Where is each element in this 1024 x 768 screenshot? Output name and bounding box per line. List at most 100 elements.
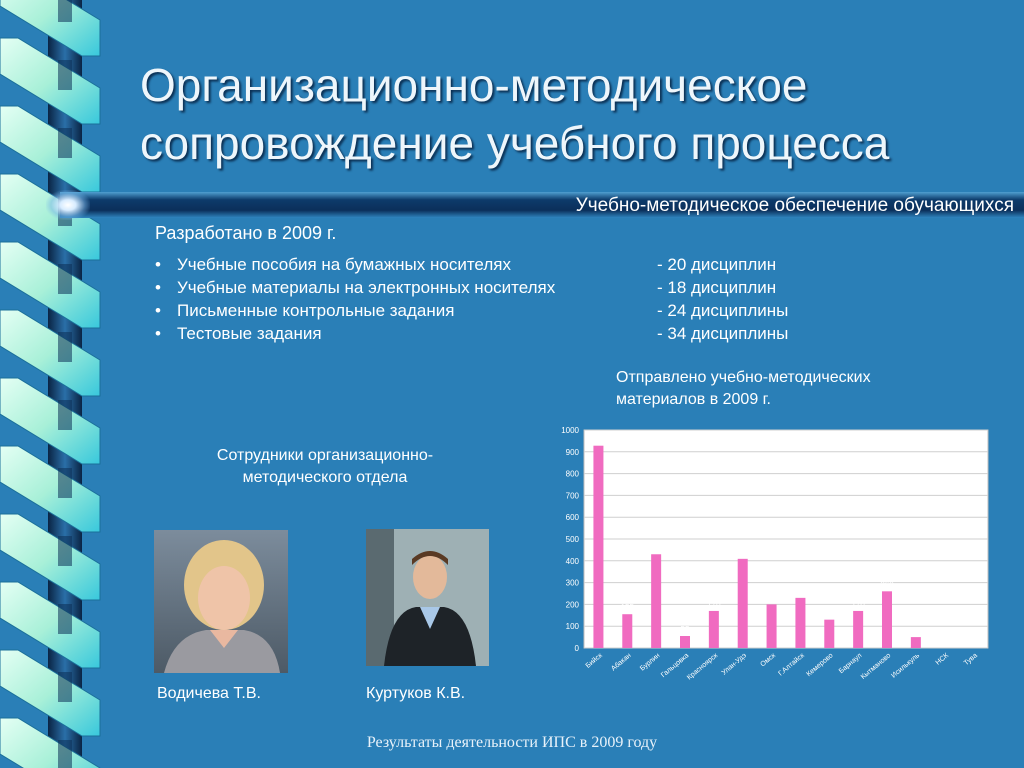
- staff-title: Сотрудники организационно- методического…: [150, 445, 500, 489]
- y-tick-label: 900: [566, 448, 580, 457]
- list-item: • Учебные материалы на электронных носит…: [155, 278, 875, 301]
- item-count: - 20 дисциплин: [657, 255, 777, 274]
- developed-label: Разработано в 2009 г.: [155, 223, 337, 243]
- y-tick-label: 0: [575, 644, 580, 653]
- y-tick-label: 700: [566, 491, 580, 500]
- item-name: Учебные материалы на электронных носител…: [177, 278, 556, 297]
- bullet: •: [155, 324, 161, 343]
- decorative-ribbon: [0, 0, 101, 768]
- y-tick-label: 400: [566, 557, 580, 566]
- data-label: 0: [971, 637, 976, 646]
- ribbon-band: [0, 0, 101, 57]
- divider-glow: [46, 190, 90, 220]
- ribbon-band: [0, 581, 101, 669]
- slide-title: Организационно-методическое сопровождени…: [140, 56, 1010, 172]
- title-line-2: сопровождение учебного процесса: [140, 117, 890, 169]
- y-tick-label: 600: [566, 513, 580, 522]
- x-tick-label: Кемерово: [806, 652, 835, 678]
- bar: [737, 558, 748, 648]
- x-tick-label: Улан-Удэ: [721, 652, 749, 677]
- data-label: 0: [942, 637, 947, 646]
- bar: [910, 637, 921, 648]
- chart-title: Отправлено учебно-методических материало…: [616, 367, 976, 411]
- ribbon-band: [0, 309, 101, 397]
- data-label: 130: [823, 609, 837, 618]
- y-tick-label: 800: [566, 470, 580, 479]
- data-label: 55: [681, 625, 690, 634]
- item-name: Учебные пособия на бумажных носителях: [177, 255, 511, 274]
- item-count: - 34 дисциплины: [657, 324, 789, 343]
- list-item: • Письменные контрольные задания - 24 ди…: [155, 301, 875, 324]
- slide-subtitle: Учебно-методическое обеспечение обучающи…: [575, 195, 1014, 216]
- item-name: Тестовые задания: [177, 324, 322, 343]
- bar: [622, 614, 633, 648]
- list-item: • Учебные пособия на бумажных носителях …: [155, 255, 875, 278]
- materials-list: • Учебные пособия на бумажных носителях …: [155, 255, 875, 347]
- bar: [824, 619, 835, 648]
- ribbon-shadow: [58, 60, 72, 90]
- ribbon-band: [0, 513, 101, 601]
- data-label: 928: [592, 435, 606, 444]
- y-tick-label: 300: [566, 579, 580, 588]
- x-tick-label: Омск: [759, 652, 777, 669]
- bullet: •: [155, 255, 161, 274]
- bar: [651, 554, 662, 648]
- staff-photo-kurtukov: [366, 529, 489, 666]
- data-label: 260: [880, 580, 894, 589]
- staff-title-line-2: методического отдела: [242, 469, 408, 486]
- x-tick-label: Кытманово: [860, 652, 892, 681]
- bar: [708, 610, 719, 648]
- x-tick-label: Барнаул: [838, 652, 864, 675]
- ribbon-band: [0, 37, 101, 125]
- bar: [593, 445, 604, 648]
- ribbon-shadow: [58, 468, 72, 498]
- bar: [795, 597, 806, 648]
- ribbon-band: [0, 649, 101, 737]
- x-tick-label: Г.Алтайск: [777, 651, 807, 678]
- ribbon-shadow: [58, 0, 72, 22]
- ribbon-shadow: [58, 672, 72, 702]
- x-tick-label: Абакан: [610, 651, 633, 672]
- data-label: 230: [794, 587, 808, 596]
- ribbon-shadow: [58, 128, 72, 158]
- data-label: 155: [621, 603, 635, 612]
- staff-name-2: Куртуков К.В.: [366, 685, 466, 702]
- ribbon-band: [0, 445, 101, 533]
- ribbon-shadow: [58, 740, 72, 768]
- ribbon-shadow: [58, 264, 72, 294]
- staff-title-line-1: Сотрудники организационно-: [216, 447, 434, 464]
- ribbon-band: [0, 241, 101, 329]
- ribbon-shadow: [58, 400, 72, 430]
- y-tick-label: 1000: [561, 426, 579, 435]
- data-label: 430: [649, 543, 663, 552]
- data-label: 409: [736, 548, 750, 557]
- staff-photo-vodicheva: [154, 530, 288, 673]
- title-line-1: Организационно-методическое: [140, 59, 808, 111]
- bar: [766, 604, 777, 648]
- data-label: 50: [911, 626, 920, 635]
- item-name: Письменные контрольные задания: [177, 301, 455, 320]
- data-label: 170: [707, 600, 721, 609]
- x-tick-label: Исилькуль: [890, 652, 921, 680]
- chart-title-line-1: Отправлено учебно-методических: [616, 369, 871, 386]
- x-tick-label: Бурлин: [639, 652, 662, 672]
- y-tick-label: 500: [566, 535, 580, 544]
- staff-name-1: Водичева Т.В.: [157, 685, 261, 702]
- x-tick-label: Тува: [963, 652, 979, 667]
- data-label: 170: [851, 600, 865, 609]
- x-tick-label: Бийск: [584, 651, 604, 670]
- bar: [853, 610, 864, 648]
- item-count: - 18 дисциплин: [657, 278, 777, 297]
- bar: [882, 591, 892, 648]
- ribbon-shadow: [58, 604, 72, 634]
- data-label: 200: [765, 593, 779, 602]
- x-tick-label: НСК: [935, 652, 951, 667]
- bar: [680, 636, 690, 648]
- slide-footer: Результаты деятельности ИПС в 2009 году: [366, 734, 658, 751]
- x-tick-label: Красноярск: [686, 652, 720, 682]
- ribbon-band: [0, 717, 101, 768]
- ribbon-shadow: [58, 536, 72, 566]
- y-tick-label: 100: [566, 622, 580, 631]
- list-item: • Тестовые задания - 34 дисциплины: [155, 324, 875, 347]
- ribbon-shadow: [58, 332, 72, 362]
